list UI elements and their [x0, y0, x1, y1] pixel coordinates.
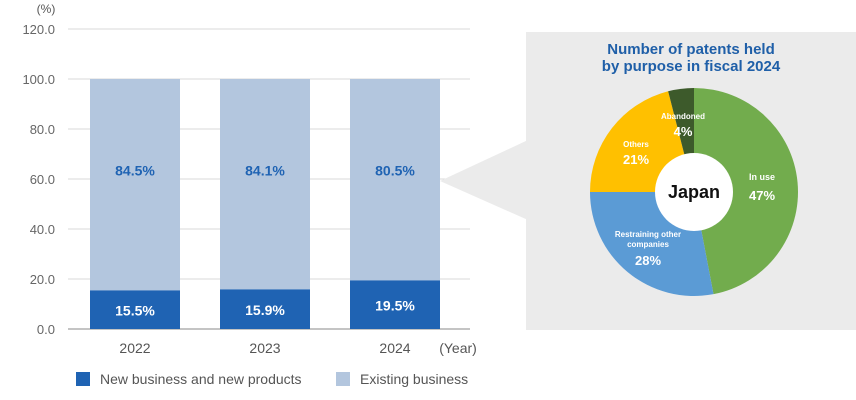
pie-label-others-name: Others	[623, 140, 649, 149]
callout-pointer	[440, 140, 528, 220]
pie-chart: Japan In use 47% Restraining other compa…	[590, 88, 798, 296]
pie-label-others-value: 21%	[623, 152, 649, 167]
y-tick-label: 60.0	[30, 172, 55, 187]
legend-label-new-business: New business and new products	[100, 371, 302, 387]
y-tick-label: 0.0	[37, 322, 55, 337]
pie-slice	[694, 88, 798, 295]
y-tick-label: 120.0	[22, 22, 55, 37]
bar-segment	[350, 79, 440, 281]
pie-label-restraining-name-1: Restraining other	[615, 230, 681, 239]
x-axis-unit-label: (Year)	[439, 340, 477, 356]
pie-center-circle	[655, 153, 733, 231]
pie-title-line-1: Number of patents held	[607, 41, 775, 58]
bar-value-label: 15.9%	[245, 302, 285, 318]
y-tick-label: 40.0	[30, 222, 55, 237]
bar-value-label: 19.5%	[375, 298, 415, 314]
pie-center-label: Japan	[668, 182, 720, 202]
pie-label-abandoned-value: 4%	[674, 124, 693, 139]
pie-label-abandoned-name: Abandoned	[661, 112, 705, 121]
pie-title: Number of patents held by purpose in fis…	[526, 41, 856, 75]
x-tick-label: 2023	[249, 340, 280, 356]
y-axis-unit-label: (%)	[37, 2, 56, 16]
legend-swatch-existing-business	[336, 372, 350, 386]
stacked-bar-chart: (%) 0.0 20.0 40.0 60.0 80.0 100.0 120.0 15.5% 8…	[22, 2, 477, 356]
pie-label-restraining-value: 28%	[635, 253, 661, 268]
bar-segment	[220, 289, 310, 329]
bar-segment	[220, 79, 310, 290]
y-axis-ticks: 0.0 20.0 40.0 60.0 80.0 100.0 120.0	[22, 22, 55, 337]
x-tick-label: 2022	[119, 340, 150, 356]
bar-value-label: 84.5%	[115, 162, 155, 178]
pie-title-line-2: by purpose in fiscal 2024	[601, 58, 781, 75]
x-axis-ticks: 2022 2023 2024	[119, 340, 410, 356]
bars	[90, 79, 440, 329]
bar-value-labels: 15.5% 84.5% 15.9% 84.1% 19.5% 80.5%	[115, 162, 415, 318]
legend-swatch-new-business	[76, 372, 90, 386]
legend-new-business: New business and new products	[76, 370, 302, 388]
bar-value-label: 15.5%	[115, 303, 155, 319]
pie-label-in-use-value: 47%	[749, 188, 775, 203]
bar-segment	[90, 290, 180, 329]
legend-label-existing-business: Existing business	[360, 371, 469, 387]
bar-segment	[90, 79, 180, 291]
y-tick-label: 100.0	[22, 72, 55, 87]
legend-existing-business: Existing business	[336, 370, 468, 388]
y-tick-label: 80.0	[30, 122, 55, 137]
pie-label-in-use-name: In use	[749, 172, 775, 182]
bar-value-label: 80.5%	[375, 162, 415, 178]
bar-segment	[350, 280, 440, 329]
bar-value-label: 84.1%	[245, 162, 285, 178]
x-tick-label: 2024	[379, 340, 410, 356]
y-tick-label: 20.0	[30, 272, 55, 287]
pie-label-restraining-name-2: companies	[627, 240, 669, 249]
